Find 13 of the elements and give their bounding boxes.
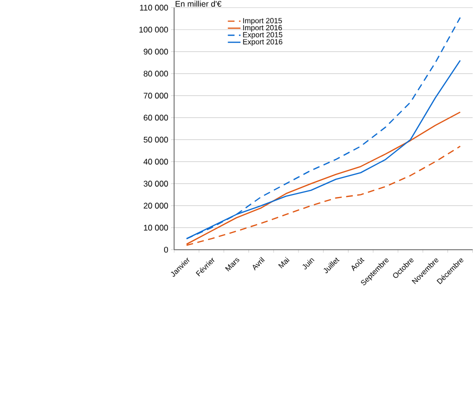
y-tick-label: 100 000 bbox=[139, 26, 168, 32]
y-tick-label: 110 000 bbox=[140, 4, 168, 10]
y-tick-label: 50 000 bbox=[144, 136, 168, 142]
y-tick-label: 30 000 bbox=[144, 180, 168, 186]
y-tick-label: 0 bbox=[164, 246, 168, 252]
y-tick-label: 70 000 bbox=[144, 92, 168, 98]
y-tick-label: 90 000 bbox=[144, 48, 168, 54]
y-tick-label: 10 000 bbox=[144, 224, 168, 230]
y-tick-label: 60 000 bbox=[144, 114, 168, 120]
y-axis-title: En millier d'€ bbox=[176, 0, 222, 7]
y-tick-label: 80 000 bbox=[144, 70, 168, 76]
y-tick-label: 40 000 bbox=[144, 158, 168, 164]
y-tick-label: 20 000 bbox=[144, 202, 168, 208]
